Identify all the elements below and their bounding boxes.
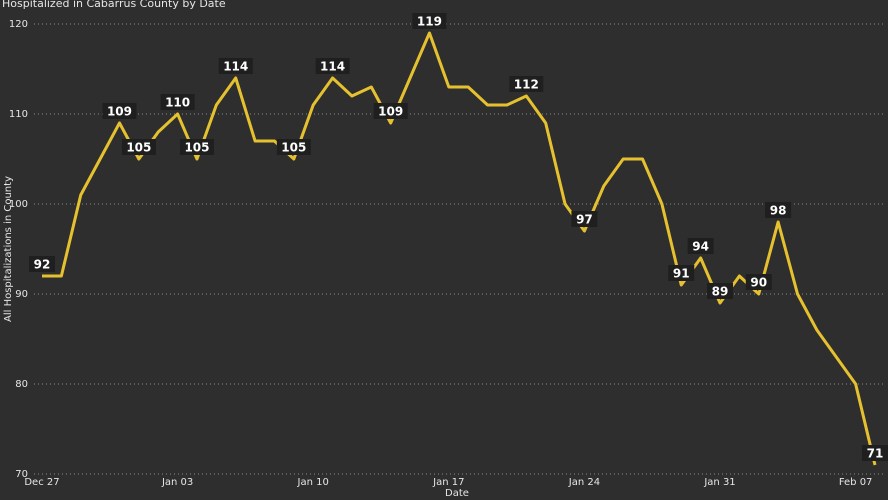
- data-label-bg: [509, 76, 544, 92]
- data-label: 109: [107, 105, 132, 119]
- data-label: 94: [692, 240, 709, 254]
- x-axis-label: Date: [445, 488, 469, 499]
- data-label-bg: [29, 256, 55, 272]
- y-tick-label: 70: [15, 469, 28, 480]
- data-label-bg: [687, 238, 714, 254]
- chart-title: Hospitalized in Cabarrus County by Date: [2, 0, 226, 10]
- data-label: 92: [34, 258, 51, 272]
- data-label-bg: [121, 139, 156, 155]
- data-label-bg: [745, 274, 772, 290]
- data-label: 112: [514, 78, 539, 92]
- data-label-bg: [160, 94, 195, 110]
- x-tick-label: Jan 03: [161, 477, 193, 488]
- data-label: 110: [165, 96, 190, 110]
- data-label-bg: [179, 139, 214, 155]
- x-tick-label: Jan 31: [703, 477, 735, 488]
- y-tick-label: 80: [15, 379, 28, 390]
- data-label: 105: [126, 141, 151, 155]
- x-tick-label: Jan 24: [568, 477, 600, 488]
- data-label: 90: [750, 276, 767, 290]
- data-label: 119: [417, 15, 442, 29]
- x-tick-label: Jan 17: [432, 477, 464, 488]
- data-label-bg: [373, 103, 408, 119]
- data-label-bg: [765, 202, 792, 218]
- data-label-bg: [862, 445, 888, 461]
- data-label-bg: [707, 283, 734, 299]
- data-label: 98: [770, 204, 787, 218]
- y-tick-label: 120: [9, 19, 28, 30]
- x-tick-label: Feb 07: [839, 477, 873, 488]
- data-label-bg: [668, 265, 695, 281]
- data-label: 114: [223, 60, 248, 74]
- data-label: 91: [673, 267, 690, 281]
- data-label-bg: [571, 211, 598, 227]
- data-label: 114: [320, 60, 345, 74]
- data-label: 109: [378, 105, 403, 119]
- y-tick-label: 110: [9, 109, 28, 120]
- data-label: 105: [281, 141, 306, 155]
- x-tick-label: Dec 27: [24, 477, 59, 488]
- data-label-bg: [276, 139, 311, 155]
- data-label-bg: [315, 58, 350, 74]
- y-tick-label: 90: [15, 289, 28, 300]
- data-label: 89: [712, 285, 729, 299]
- y-axis-label: All Hospitalizations in County: [3, 176, 14, 322]
- x-tick-label: Jan 10: [297, 477, 329, 488]
- data-label: 71: [867, 447, 884, 461]
- y-tick-label: 100: [9, 199, 28, 210]
- data-label-bg: [412, 13, 447, 29]
- line: [42, 31, 877, 466]
- data-label: 97: [576, 213, 593, 227]
- data-label: 105: [184, 141, 209, 155]
- data-label-bg: [218, 58, 253, 74]
- data-label-bg: [102, 103, 137, 119]
